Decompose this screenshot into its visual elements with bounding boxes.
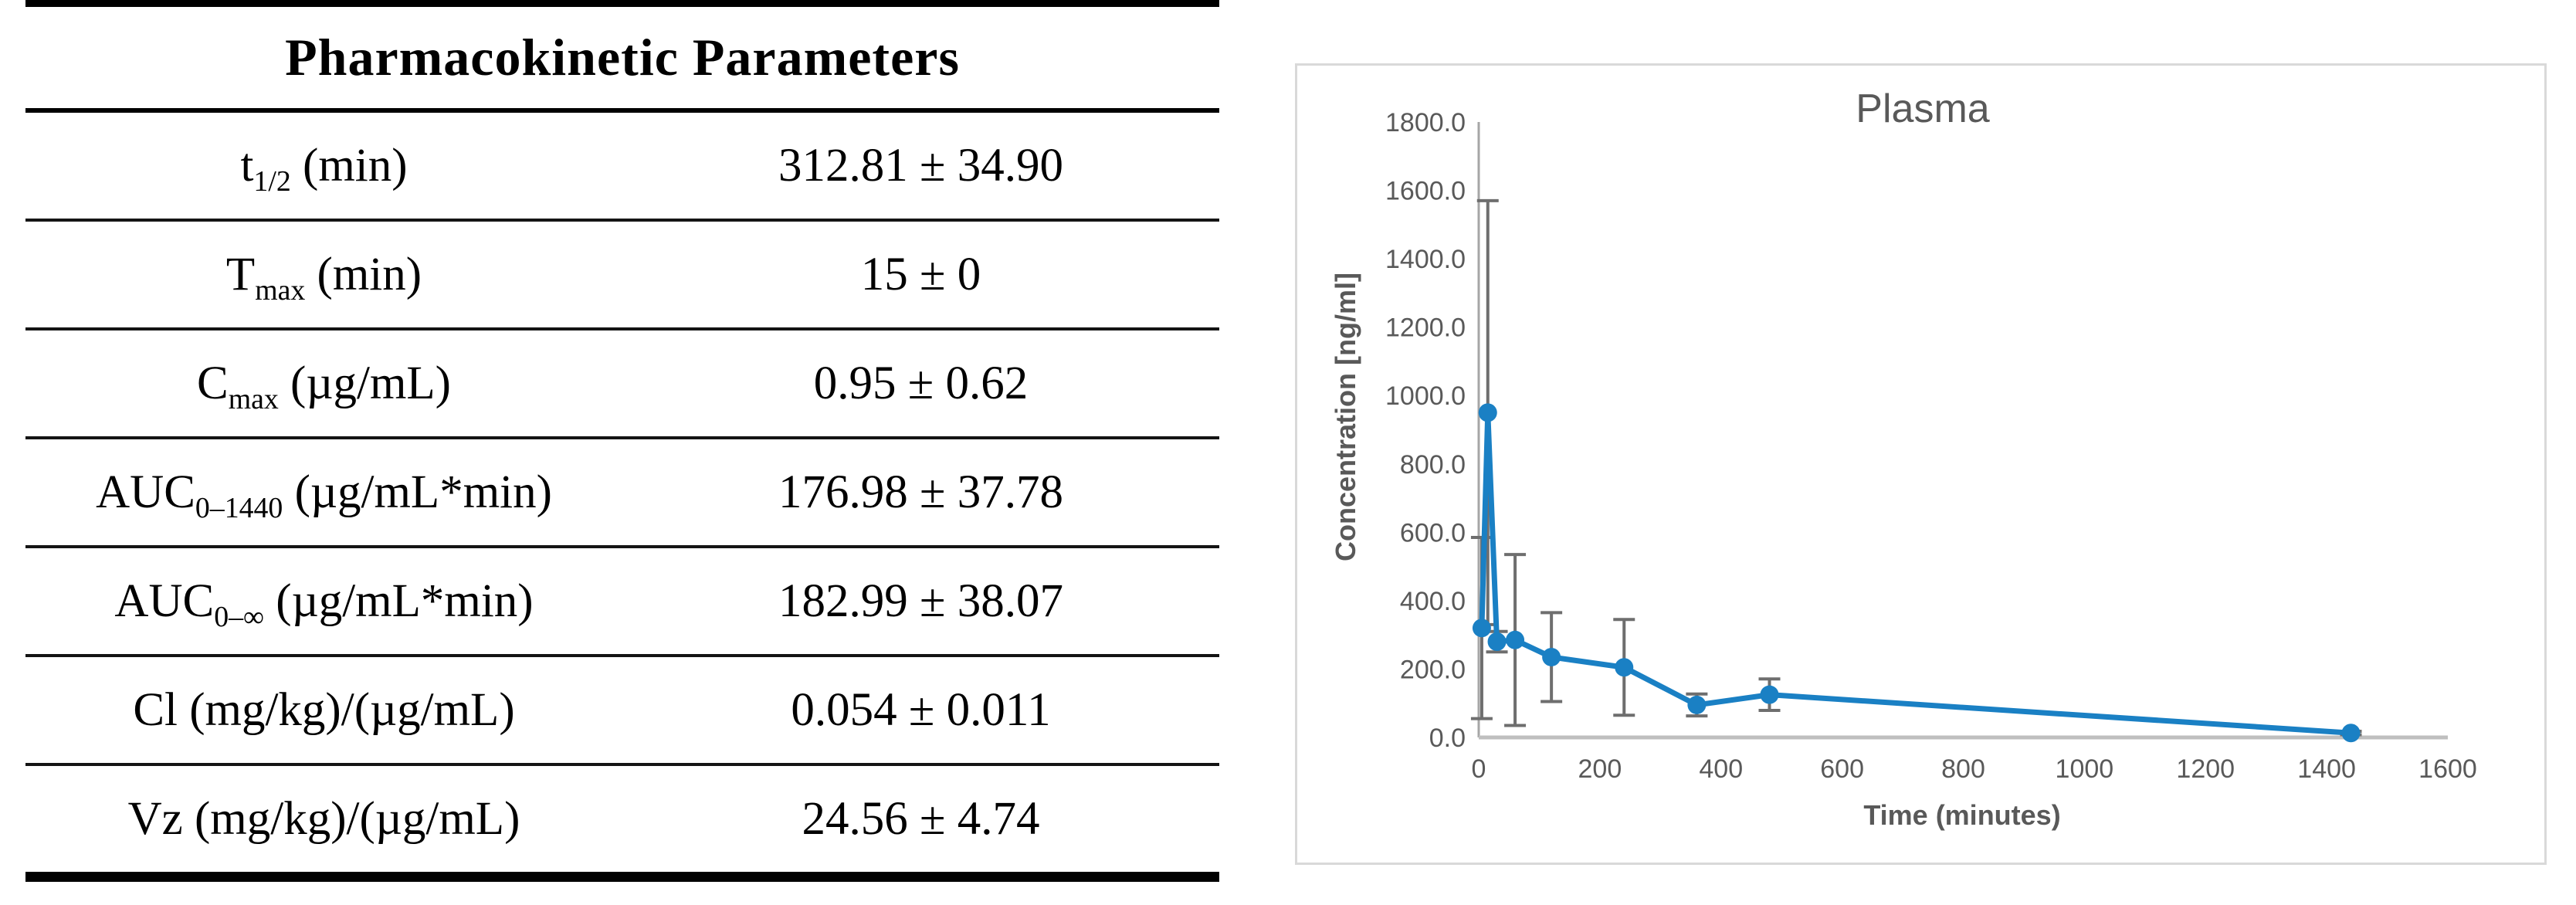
parameter-label: AUC0–1440 (µg/mL*min) xyxy=(25,438,622,548)
pk-parameters-table: Pharmacokinetic Parameters t1/2 (min) 312… xyxy=(25,0,1219,882)
data-point-marker xyxy=(1506,630,1525,649)
plasma-chart-panel: 0.0 200.0 400.0 600.0 800.0 1000.0 1200.0 1400.… xyxy=(1295,63,2547,865)
table-row: Vz (mg/kg)/(µg/mL) 24.56 ± 4.74 xyxy=(25,764,1219,877)
y-tick-label: 800.0 xyxy=(1400,450,1466,480)
x-tick-label: 1000 xyxy=(2056,754,2114,784)
table-row: Tmax (min) 15 ± 0 xyxy=(25,220,1219,330)
y-tick-label: 400.0 xyxy=(1400,587,1466,616)
x-tick-label: 1200 xyxy=(2176,754,2235,784)
chart-title: Plasma xyxy=(1856,86,1989,131)
x-tick-label: 1600 xyxy=(2418,754,2477,784)
data-point-marker xyxy=(1615,658,1634,677)
y-tick-label: 1000.0 xyxy=(1385,381,1466,411)
y-tick-label: 200.0 xyxy=(1400,655,1466,684)
parameter-value: 176.98 ± 37.78 xyxy=(622,438,1219,548)
y-tick-label: 1200.0 xyxy=(1385,314,1466,343)
y-axis-title: Concentration [ng/ml] xyxy=(1330,273,1361,561)
data-point-marker xyxy=(1487,632,1507,652)
parameter-label: Cmax (µg/mL) xyxy=(25,329,622,439)
parameter-label: Tmax (min) xyxy=(25,220,622,330)
table-row: Cmax (µg/mL) 0.95 ± 0.62 xyxy=(25,329,1219,439)
parameter-value: 15 ± 0 xyxy=(622,220,1219,330)
pk-table-body: t1/2 (min) 312.81 ± 34.90 Tmax (min) 15 ± 0… xyxy=(25,110,1219,877)
data-point-marker xyxy=(1478,403,1497,422)
x-axis-title: Time (minutes) xyxy=(1863,799,2060,831)
x-tick-label: 200 xyxy=(1578,754,1622,784)
series-line xyxy=(1479,409,2351,736)
x-tick-label: 800 xyxy=(1941,754,1985,784)
table-row: AUC0–∞ (µg/mL*min) 182.99 ± 38.07 xyxy=(25,547,1219,657)
table-title: Pharmacokinetic Parameters xyxy=(25,3,1219,113)
parameter-label: AUC0–∞ (µg/mL*min) xyxy=(25,547,622,657)
data-point-marker xyxy=(1542,647,1561,666)
x-tick-label: 600 xyxy=(1820,754,1864,784)
table-row: AUC0–1440 (µg/mL*min) 176.98 ± 37.78 xyxy=(25,438,1219,548)
data-point-marker xyxy=(1760,685,1779,704)
table-row: Cl (mg/kg)/(µg/mL) 0.054 ± 0.011 xyxy=(25,656,1219,766)
parameter-value: 312.81 ± 34.90 xyxy=(622,110,1219,222)
parameter-label: Cl (mg/kg)/(µg/mL) xyxy=(25,656,622,766)
parameter-value: 0.95 ± 0.62 xyxy=(622,329,1219,439)
y-tick-label: 1400.0 xyxy=(1385,245,1466,274)
y-tick-label: 0.0 xyxy=(1429,724,1466,753)
y-tick-label: 1800.0 xyxy=(1385,108,1466,137)
data-point-marker xyxy=(1472,619,1491,638)
y-tick-label: 1600.0 xyxy=(1385,177,1466,206)
data-point-marker xyxy=(2341,724,2361,743)
x-tick-label: 0 xyxy=(1472,754,1486,784)
table-row: t1/2 (min) 312.81 ± 34.90 xyxy=(25,110,1219,222)
x-tick-label: 400 xyxy=(1699,754,1743,784)
data-point-marker xyxy=(1687,695,1707,714)
parameter-value: 0.054 ± 0.011 xyxy=(622,656,1219,766)
parameter-value: 24.56 ± 4.74 xyxy=(802,792,1040,845)
x-tick-label: 1400 xyxy=(2297,754,2356,784)
y-tick-label: 600.0 xyxy=(1400,518,1466,547)
parameter-label: t1/2 (min) xyxy=(25,110,622,222)
parameter-value: 182.99 ± 38.07 xyxy=(622,547,1219,657)
plasma-concentration-chart: 0.0 200.0 400.0 600.0 800.0 1000.0 1200.0 1400.… xyxy=(1330,86,2477,831)
parameter-label: Vz (mg/kg)/(µg/mL) xyxy=(127,792,520,845)
